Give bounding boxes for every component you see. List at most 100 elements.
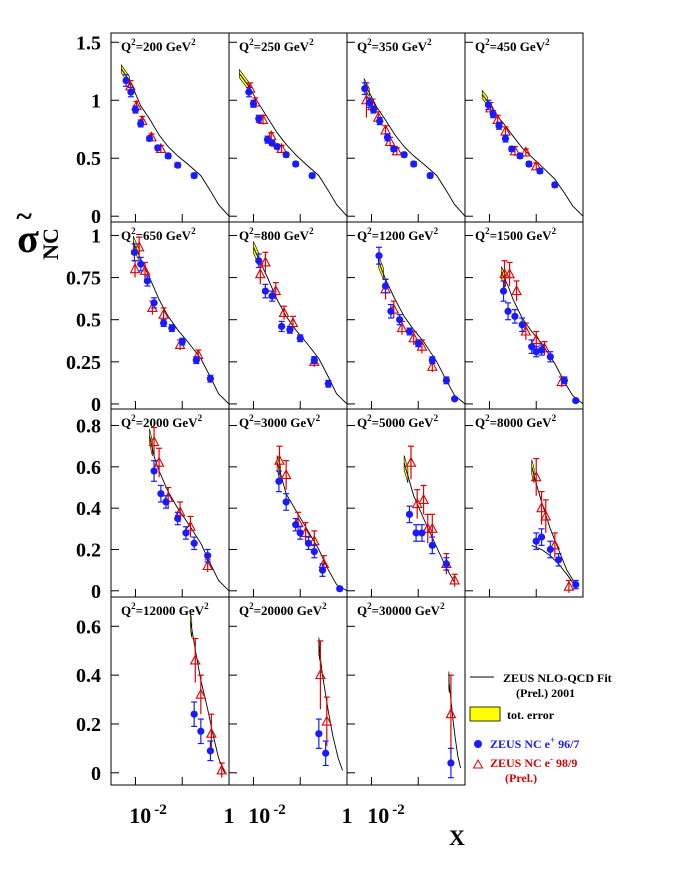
y-tick-label: 0 [91, 394, 101, 416]
q2-unit-exponent: 2 [552, 413, 557, 423]
y-tick-label: 0.6 [76, 457, 101, 479]
ep-point [250, 100, 257, 107]
ep-point [495, 122, 502, 129]
ep-point [536, 167, 543, 174]
q2-label: Q2=250 GeV2 [239, 37, 314, 54]
panel-frame [111, 33, 229, 222]
ep-point [447, 759, 454, 766]
x-tick-label-1: 1 [224, 803, 235, 828]
y-tick-label: 0 [91, 581, 101, 603]
fit-curve [482, 95, 583, 217]
q2-label: Q2=5000 GeV2 [357, 413, 439, 430]
q2-symbol: Q [475, 39, 485, 54]
ep-point [406, 328, 413, 335]
ep-point [519, 321, 526, 328]
x-tick-label-1: 1 [342, 803, 353, 828]
ep-point [375, 252, 382, 259]
ep-point [297, 529, 304, 536]
ep-point [150, 299, 157, 306]
ep-point [336, 585, 343, 592]
y-tick-label: 0.4 [76, 665, 101, 687]
q2-value: =450 GeV [490, 39, 546, 54]
q2-label: Q2=1200 GeV2 [357, 226, 439, 243]
y-tick-label: 1 [91, 225, 101, 247]
fit-curve [133, 242, 229, 404]
ep-point [262, 287, 269, 294]
ep-point [396, 316, 403, 323]
q2-label: Q2=1500 GeV2 [475, 226, 557, 243]
ep-point [443, 560, 450, 567]
ep-point [132, 106, 139, 113]
ep-point [325, 380, 332, 387]
q2-label: Q2=12000 GeV2 [121, 601, 209, 618]
ep-point [319, 567, 326, 574]
fit-curve [277, 463, 347, 591]
q2-value: =350 GeV [372, 39, 428, 54]
ep-point [451, 395, 458, 402]
q2-value: =8000 GeV [490, 415, 553, 430]
y-tick-label: 0 [91, 763, 101, 785]
q2-label: Q2=450 GeV2 [475, 37, 550, 54]
ep-point [193, 357, 200, 364]
y-axis-subscript: NC [38, 228, 63, 260]
q2-symbol: Q [239, 228, 249, 243]
q2-value: =2000 GeV [136, 415, 199, 430]
ep-point [384, 134, 391, 141]
ep-point [547, 353, 554, 360]
ep-point [555, 556, 562, 563]
q2-label: Q2=3000 GeV2 [239, 413, 321, 430]
ep-point [415, 340, 422, 347]
ep-point [366, 99, 373, 106]
ep-point [382, 282, 389, 289]
ep-point [297, 335, 304, 342]
ep-point [361, 85, 368, 92]
q2-unit-exponent: 2 [552, 226, 557, 236]
ep-point [311, 357, 318, 364]
q2-symbol: Q [357, 39, 367, 54]
x-tick-label-1e-2: 10-2 [367, 802, 405, 828]
q2-unit-exponent: 2 [545, 37, 550, 47]
ep-point [168, 325, 175, 332]
ep-point [370, 106, 377, 113]
fit-curve [121, 69, 229, 216]
ep-point [283, 498, 290, 505]
q2-unit-exponent: 2 [434, 226, 439, 236]
q2-label: Q2=2000 GeV2 [121, 413, 203, 430]
y-tick-label: 1 [91, 90, 101, 112]
q2-value: =650 GeV [136, 228, 192, 243]
y-tick-label: 0.5 [76, 310, 101, 332]
ep-point [511, 313, 518, 320]
ep-point [162, 498, 169, 505]
q2-unit-exponent: 2 [204, 601, 209, 611]
panel-frame [111, 597, 229, 785]
ep-point [160, 319, 167, 326]
ep-point [504, 308, 511, 315]
ep-point [174, 162, 181, 169]
ep-point [311, 548, 318, 555]
ep-point [255, 257, 262, 264]
ep-point [283, 151, 290, 158]
ep-point [309, 172, 316, 179]
ep-point [508, 145, 515, 152]
q2-label: Q2=200 GeV2 [121, 37, 196, 54]
ep-point [561, 377, 568, 384]
y-tick-label: 0.8 [76, 416, 101, 438]
fit-curve [254, 247, 348, 404]
legend-fit-label: ZEUS NLO-QCD Fit [503, 671, 612, 685]
q2-value: =20000 GeV [254, 603, 323, 618]
ep-point [275, 478, 282, 485]
q2-unit-exponent: 2 [316, 413, 321, 423]
ep-point [191, 540, 198, 547]
q2-label: Q2=30000 GeV2 [357, 601, 445, 618]
ep-point [538, 533, 545, 540]
ep-point [500, 287, 507, 294]
y-tick-label: 0.25 [66, 352, 101, 374]
y-tick-label: 0.2 [76, 539, 101, 561]
ep-point [154, 144, 161, 151]
q2-unit-exponent: 2 [309, 226, 314, 236]
ep-point [204, 552, 211, 559]
q2-unit-exponent: 2 [440, 601, 445, 611]
ep-point [387, 308, 394, 315]
